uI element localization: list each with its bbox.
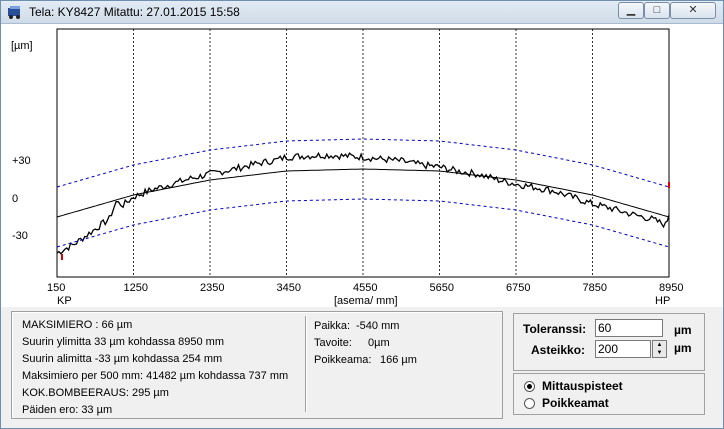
- stat-line: Päiden ero: 33 µm: [22, 404, 113, 416]
- x-end-label-left: KP: [57, 295, 72, 307]
- y-tick-label: 0: [12, 193, 18, 205]
- x-tick-label: 150: [47, 282, 65, 294]
- deviation-label: Poikkeama:: [314, 354, 372, 366]
- target-profile-line: [56, 168, 670, 218]
- tolerance-label: Toleranssi:: [523, 322, 587, 336]
- panel-divider: [305, 316, 307, 412]
- profile-chart: [µm] +30 0 -30 150 1250 2350 3450 4550 5650 6750…: [11, 28, 683, 307]
- y-tick-label: +30: [12, 155, 31, 167]
- stat-line: Suurin ylimitta 33 µm kohdassa 8950 mm: [22, 336, 224, 348]
- minimize-icon: ▁: [626, 4, 636, 16]
- target-label: Tavoite:: [314, 337, 352, 349]
- scale-label: Asteikko:: [531, 343, 586, 357]
- close-button[interactable]: ✕: [670, 2, 716, 19]
- maximize-icon: □: [653, 4, 661, 16]
- tolerance-input[interactable]: [595, 319, 663, 337]
- stats-panel: MAKSIMIERO : 66 µm Suurin ylimitta 33 µm…: [11, 311, 503, 419]
- x-tick-label: 2350: [200, 282, 224, 294]
- x-axis-label: [asema/ mm]: [334, 295, 398, 307]
- y-tick-label: -30: [12, 230, 28, 242]
- stat-line: Suurin alimitta -33 µm kohdassa 254 mm: [22, 353, 223, 365]
- radio-label: Poikkeamat: [542, 396, 609, 410]
- stat-line: Maksimiero per 500 mm: 41482 µm kohdassa…: [22, 370, 289, 382]
- window-title: Tela: KY8427 Mitattu: 27.01.2015 15:58: [29, 5, 240, 19]
- target-value: 0µm: [368, 337, 390, 349]
- display-mode-group: Mittauspisteet Poikkeamat: [513, 373, 705, 415]
- tolerance-line: [56, 138, 670, 188]
- x-tick-label: 3450: [277, 282, 301, 294]
- position-label: Paikka:: [314, 320, 351, 332]
- x-tick-label: 8950: [659, 282, 683, 294]
- chart-area: [µm] +30 0 -30 150 1250 2350 3450 4550 5650 6750…: [1, 24, 723, 307]
- tolerance-line: [56, 198, 670, 248]
- deviation-value: 166 µm: [380, 354, 417, 366]
- x-tick-label: 5650: [430, 282, 454, 294]
- scale-stepper[interactable]: ▲ ▼: [652, 340, 667, 358]
- x-tick-label: 7850: [583, 282, 607, 294]
- stat-line: KOK.BOMBEERAUS: 295 µm: [22, 387, 169, 399]
- app-icon: [8, 6, 20, 19]
- x-tick-label: 4550: [353, 282, 377, 294]
- stat-line: MAKSIMIERO : 66 µm: [22, 319, 133, 331]
- end-marker: [668, 182, 670, 188]
- radio-label: Mittauspisteet: [542, 379, 623, 393]
- radio-deviations[interactable]: Poikkeamat: [524, 395, 694, 411]
- position-value: -540 mm: [356, 320, 400, 332]
- y-axis-label: [µm]: [11, 40, 33, 52]
- measured-profile-line: [56, 151, 670, 255]
- settings-box: Toleranssi: µm Asteikko: ▲ ▼ µm: [513, 313, 705, 371]
- x-end-label-right: HP: [655, 295, 670, 307]
- spin-up-icon[interactable]: ▲: [656, 342, 663, 348]
- x-tick-label: 1250: [124, 282, 148, 294]
- title-bar[interactable]: Tela: KY8427 Mitattu: 27.01.2015 15:58 ▁…: [1, 1, 723, 24]
- scale-input[interactable]: [595, 340, 651, 358]
- tolerance-unit: µm: [674, 323, 692, 337]
- x-tick-label: 6750: [506, 282, 530, 294]
- radio-measurement-points[interactable]: Mittauspisteet: [524, 378, 694, 394]
- maximize-button[interactable]: □: [644, 2, 670, 19]
- close-icon: ✕: [688, 4, 698, 16]
- scale-unit: µm: [674, 341, 692, 355]
- end-marker: [61, 254, 63, 260]
- spin-down-icon[interactable]: ▼: [656, 350, 663, 356]
- radio-unselected-icon[interactable]: [524, 398, 535, 409]
- radio-selected-icon[interactable]: [524, 381, 535, 392]
- minimize-button[interactable]: ▁: [618, 2, 644, 19]
